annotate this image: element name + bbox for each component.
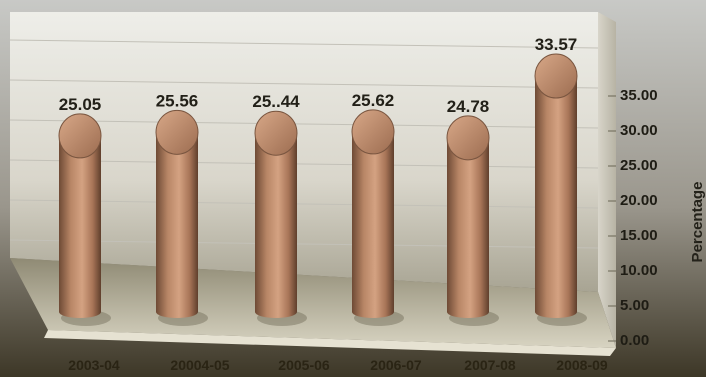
bar-body: [156, 132, 198, 318]
y-tick-label: 0.00: [620, 332, 649, 349]
data-label: 25..44: [252, 92, 300, 111]
data-label: 24.78: [447, 97, 490, 116]
y-tick-label: 10.00: [620, 262, 658, 279]
x-tick-label: 2008-09: [556, 357, 608, 373]
floor-edge: [44, 330, 616, 356]
bar: [446, 115, 499, 326]
bar: [58, 113, 111, 326]
gridline: [9, 119, 599, 129]
bar-top: [534, 53, 578, 99]
bars: [58, 53, 587, 326]
data-label: 25.05: [59, 95, 102, 114]
x-tick-label: 2005-06: [278, 357, 330, 373]
gridline: [9, 79, 599, 89]
gridline: [9, 39, 599, 49]
y-axis-title: Percentage: [689, 182, 706, 263]
bar-top: [446, 115, 490, 161]
bar: [351, 109, 404, 326]
bar: [534, 53, 587, 326]
y-tick-label: 15.00: [620, 227, 658, 244]
y-axis: 0.00 5.00 10.00 15.00 20.00 25.00 30.00 35.00: [608, 87, 658, 349]
y-tick-label: 25.00: [620, 157, 658, 174]
gridline: [9, 199, 599, 209]
data-label: 33.57: [535, 35, 578, 54]
gridline: [9, 239, 599, 249]
y-tick-label: 5.00: [620, 297, 649, 314]
bar-body: [59, 135, 101, 318]
gridline: [9, 159, 599, 169]
bar-body: [352, 131, 394, 318]
x-tick-label: 2003-04: [68, 357, 120, 373]
x-tick-label: 2007-08: [464, 357, 516, 373]
bar-top: [254, 110, 298, 156]
y-tick-label: 35.00: [620, 87, 658, 104]
side-wall: [598, 12, 616, 348]
bar-top: [155, 109, 199, 155]
data-label: 25.56: [156, 91, 199, 110]
y-tick-label: 30.00: [620, 122, 658, 139]
bar-top: [58, 113, 102, 159]
x-tick-label: 2006-07: [370, 357, 422, 373]
bar: [155, 109, 208, 326]
x-tick-label: 20004-05: [170, 357, 229, 373]
data-label: 25.62: [352, 91, 395, 110]
bar: [254, 110, 307, 326]
x-axis: 2003-04 20004-05 2005-06 2006-07 2007-08 2008…: [68, 357, 608, 373]
bar-top: [351, 109, 395, 155]
bar-body: [447, 137, 489, 318]
bar-body: [255, 133, 297, 318]
y-tick-label: 20.00: [620, 192, 658, 209]
bar-body: [535, 76, 577, 318]
gridlines: [9, 39, 599, 249]
value-labels: 25.05 25.56 25..44 25.62 24.78 33.57: [59, 35, 578, 116]
